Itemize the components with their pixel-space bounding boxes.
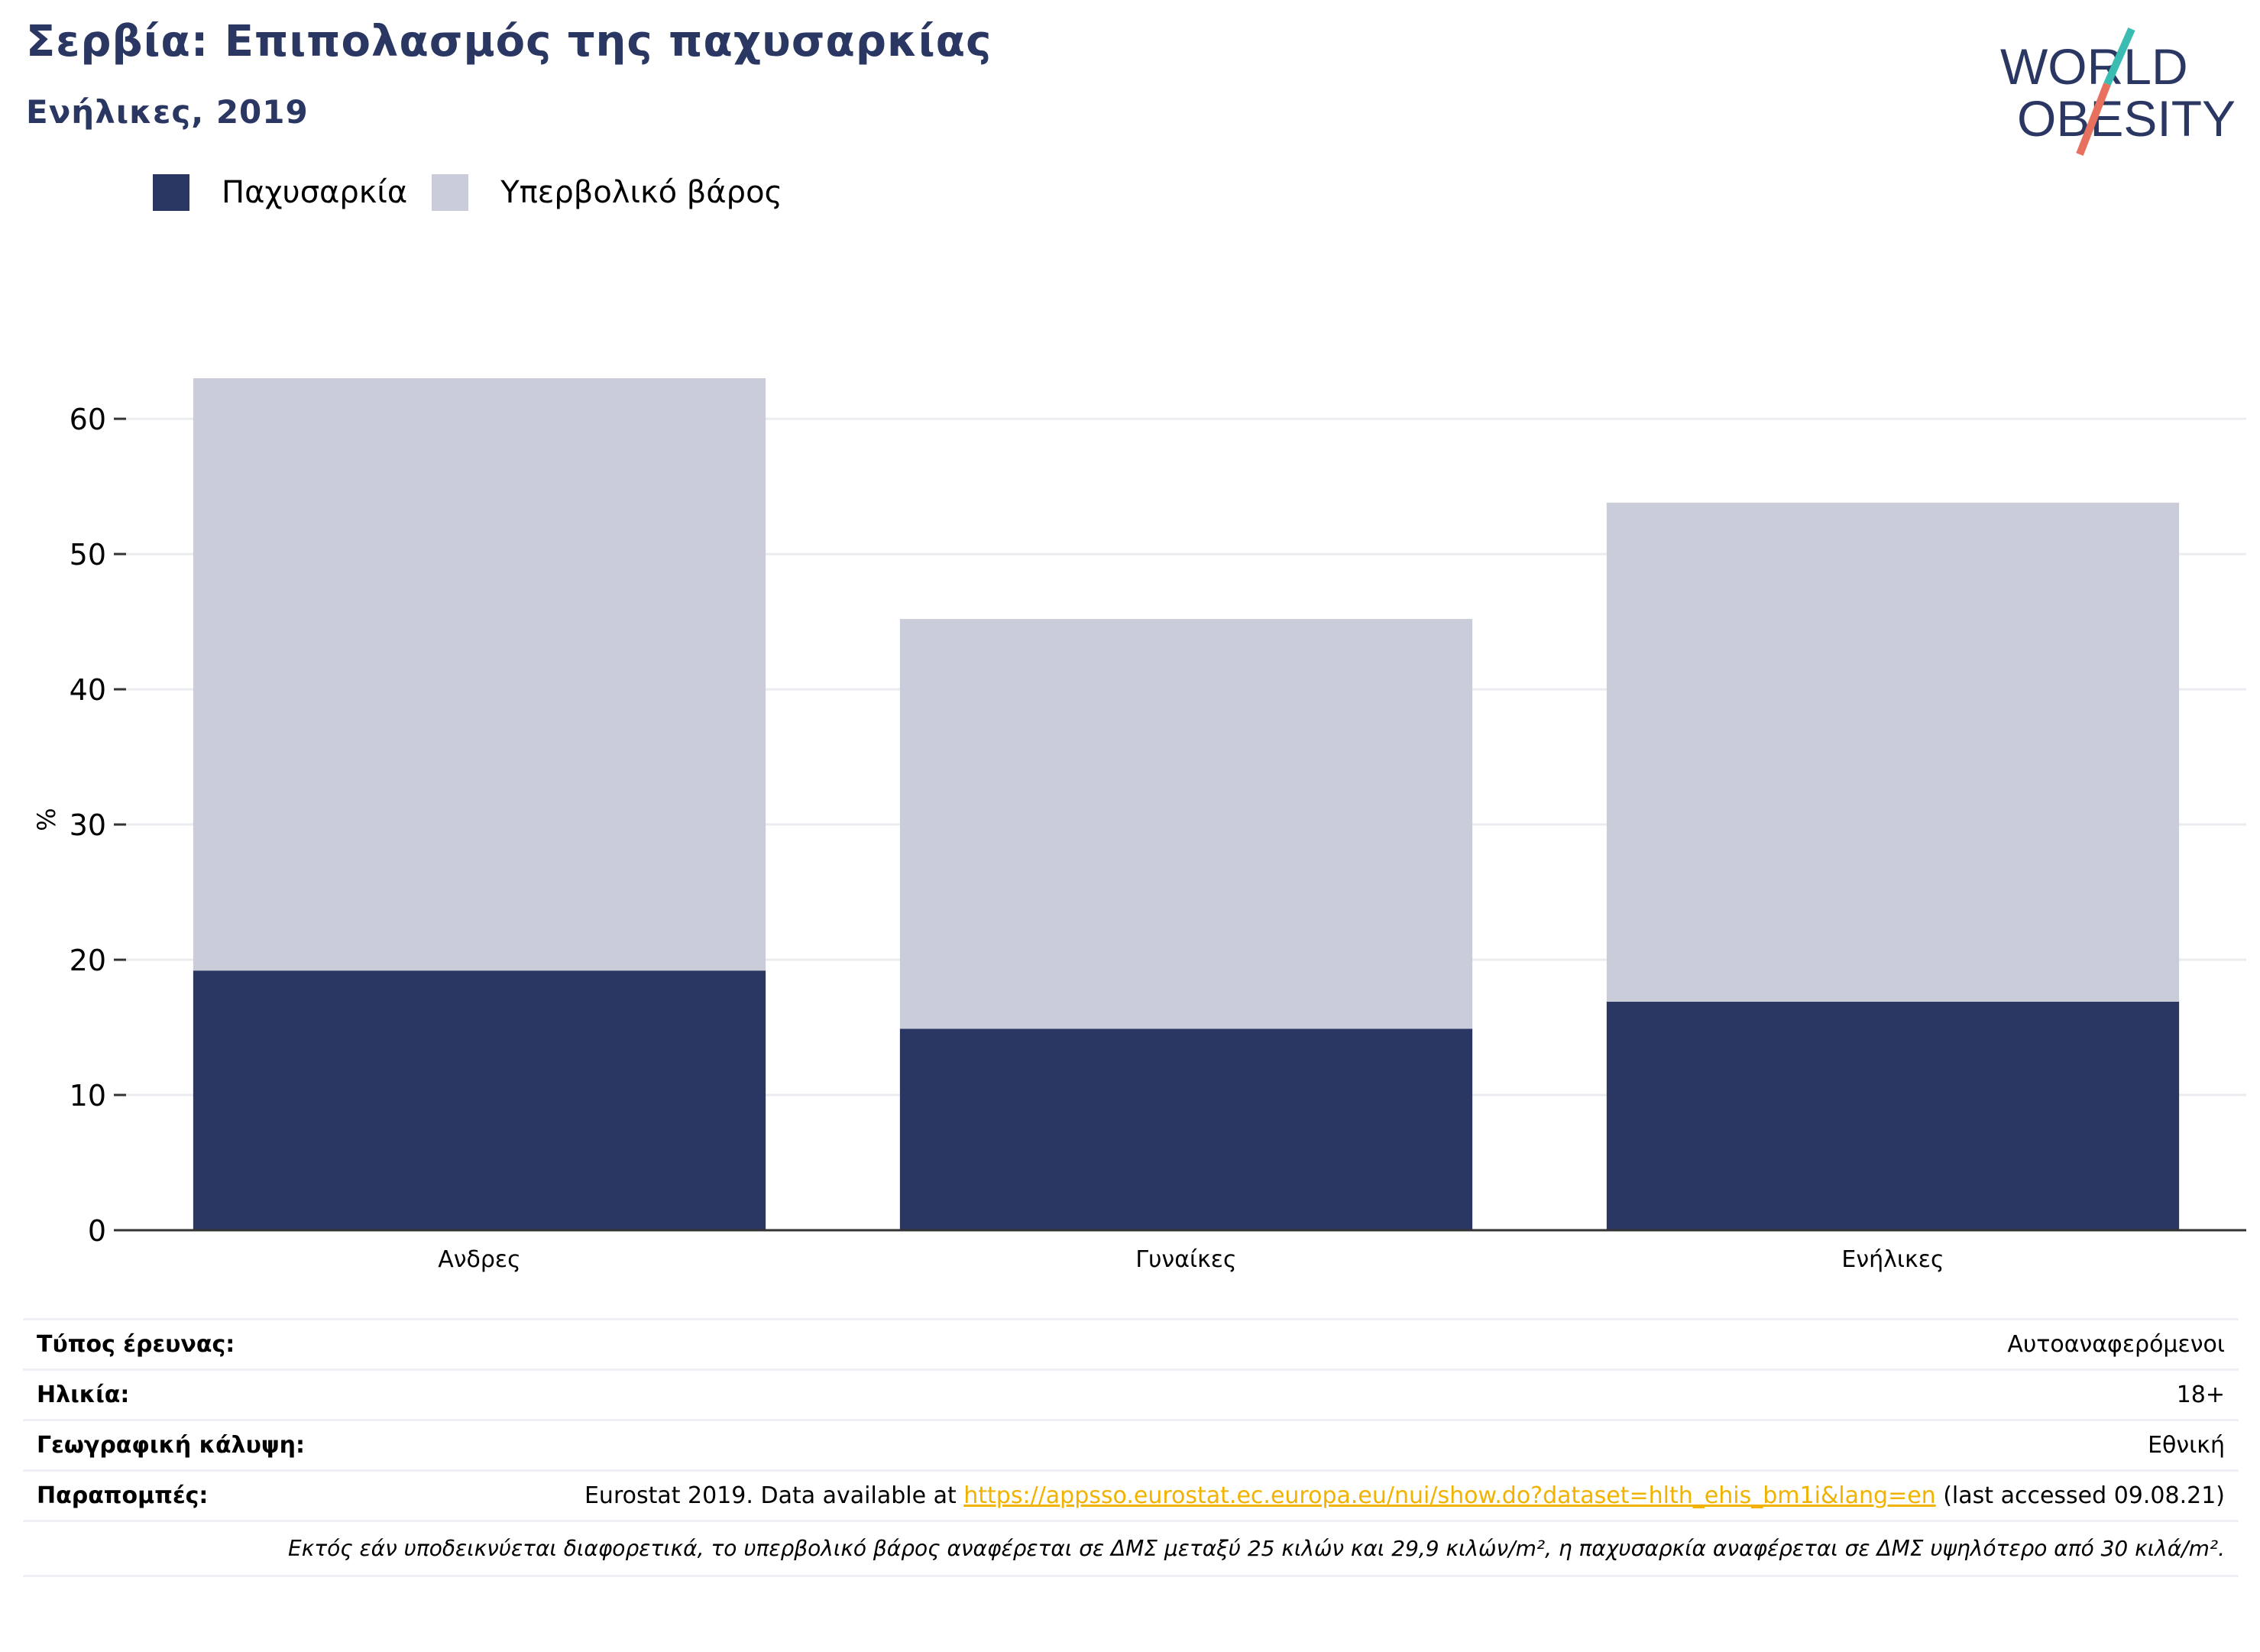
- y-tick-label: 60: [70, 403, 106, 436]
- logo-slash-icon-top: [2103, 27, 2135, 86]
- bar-overweight-0: [193, 378, 766, 971]
- survey-type-label: Τύπος έρευνας:: [37, 1331, 235, 1358]
- bar-obesity-1: [899, 1028, 1473, 1230]
- info-row-age: Ηλικία: 18+: [23, 1369, 2239, 1419]
- y-tick-label: 10: [70, 1079, 106, 1113]
- coverage-value: Εθνική: [2148, 1432, 2225, 1459]
- info-table: Τύπος έρευνας: Αυτοαναφερόμενοι Ηλικία: …: [23, 1318, 2239, 1577]
- logo-word-obesity: OBESITY: [2017, 90, 2236, 147]
- references-label: Παραπομπές:: [37, 1482, 209, 1509]
- bar-obesity-2: [1606, 1001, 2180, 1230]
- y-tick-label: 40: [70, 673, 106, 707]
- info-row-references: Παραπομπές: Eurostat 2019. Data availabl…: [23, 1469, 2239, 1520]
- footnote: Εκτός εάν υποδεικνύεται διαφορετικά, το …: [23, 1520, 2239, 1577]
- y-tick-label: 20: [70, 944, 106, 977]
- references-value: Eurostat 2019. Data available at https:/…: [584, 1482, 2225, 1509]
- legend-swatch-overweight: [432, 174, 469, 211]
- references-link[interactable]: https://appsso.eurostat.ec.europa.eu/nui…: [963, 1482, 1936, 1509]
- legend-swatch-obesity: [153, 174, 189, 211]
- references-prefix: Eurostat 2019. Data available at: [584, 1482, 964, 1509]
- y-tick-label: 0: [88, 1214, 106, 1248]
- age-value: 18+: [2176, 1382, 2225, 1408]
- stacked-bar-chart: 0 10 20 30 40 50 60% Ανδρες Γυναίκες Ενήλικες: [32, 378, 2246, 1273]
- x-tick-label: Γυναίκες: [1135, 1246, 1236, 1273]
- logo-word-world: WORLD: [2000, 38, 2188, 95]
- world-obesity-logo: WORLD OBESITY: [2000, 27, 2236, 156]
- y-tick-label: 50: [70, 538, 106, 572]
- y-axis-label: %: [32, 808, 61, 831]
- legend-item-obesity[interactable]: Παχυσαρκία: [153, 174, 407, 211]
- bar-overweight-2: [1606, 502, 2180, 1002]
- bar-overweight-1: [899, 619, 1473, 1029]
- logo-slash-icon-bottom: [2076, 83, 2111, 156]
- x-tick-label: Ενήλικες: [1841, 1246, 1944, 1273]
- legend: Παχυσαρκία Υπερβολικό βάρος: [153, 174, 807, 211]
- legend-label-overweight: Υπερβολικό βάρος: [500, 175, 783, 210]
- chart-subtitle: Ενήλικες, 2019: [26, 93, 309, 131]
- info-row-survey-type: Τύπος έρευνας: Αυτοαναφερόμενοι: [23, 1318, 2239, 1369]
- x-tick-label: Ανδρες: [438, 1246, 521, 1273]
- references-suffix: (last accessed 09.08.21): [1935, 1482, 2225, 1509]
- info-row-coverage: Γεωγραφική κάλυψη: Εθνική: [23, 1419, 2239, 1469]
- coverage-label: Γεωγραφική κάλυψη:: [37, 1432, 306, 1459]
- chart-title: Σερβία: Επιπολασμός της παχυσαρκίας: [26, 17, 992, 66]
- legend-label-obesity: Παχυσαρκία: [222, 175, 408, 210]
- legend-item-overweight[interactable]: Υπερβολικό βάρος: [432, 174, 782, 211]
- bar-obesity-0: [193, 970, 766, 1230]
- survey-type-value: Αυτοαναφερόμενοι: [2007, 1331, 2225, 1358]
- age-label: Ηλικία:: [37, 1382, 130, 1408]
- y-tick-label: 30: [70, 808, 106, 842]
